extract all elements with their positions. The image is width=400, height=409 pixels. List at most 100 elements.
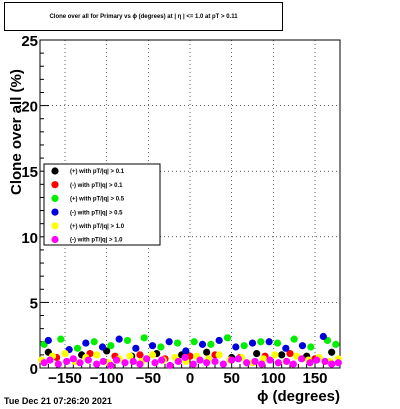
data-point bbox=[234, 355, 242, 363]
data-point bbox=[143, 355, 151, 363]
data-point bbox=[328, 360, 336, 368]
y-tick-label: 0 bbox=[30, 361, 38, 378]
data-point bbox=[196, 356, 204, 364]
data-point bbox=[215, 351, 223, 359]
data-point bbox=[165, 338, 173, 346]
data-point bbox=[157, 343, 165, 351]
data-point bbox=[282, 344, 290, 352]
data-point bbox=[215, 336, 223, 345]
data-point bbox=[286, 349, 294, 358]
data-point bbox=[126, 352, 134, 360]
data-point bbox=[278, 351, 286, 359]
legend-label: (-) with pT/|q| > 1.0 bbox=[70, 238, 123, 244]
data-point bbox=[69, 355, 77, 363]
data-point bbox=[151, 359, 159, 367]
data-point bbox=[107, 342, 115, 350]
x-tick-label: −50 bbox=[136, 370, 161, 387]
data-point bbox=[93, 351, 101, 359]
y-tick-label: 20 bbox=[21, 99, 38, 116]
legend-label: (+) with pT/|q| > 1.0 bbox=[70, 224, 125, 230]
data-point bbox=[115, 335, 123, 343]
data-point bbox=[189, 360, 197, 368]
data-point bbox=[123, 336, 132, 345]
legend-marker bbox=[51, 235, 59, 244]
data-point bbox=[93, 360, 101, 368]
data-point bbox=[129, 357, 137, 366]
legend-label: (-) with pT/|q| > 0.1 bbox=[70, 183, 123, 189]
chart-title: Clone over all for Primary vs ϕ (degrees… bbox=[49, 13, 238, 20]
data-point bbox=[107, 361, 115, 369]
data-point bbox=[298, 355, 306, 363]
data-point bbox=[283, 357, 291, 366]
x-tick-label: 0 bbox=[186, 370, 194, 387]
data-point bbox=[240, 342, 248, 350]
y-tick-label: 25 bbox=[21, 33, 38, 50]
data-point bbox=[321, 357, 329, 366]
chart-title-box: Clone over all for Primary vs ϕ (degrees… bbox=[4, 2, 283, 31]
data-point bbox=[290, 335, 298, 343]
legend-label: (-) with pT/|q| > 0.5 bbox=[70, 210, 123, 216]
data-point bbox=[266, 356, 274, 364]
data-point bbox=[223, 334, 232, 342]
data-point bbox=[257, 338, 265, 346]
legend-marker bbox=[51, 194, 59, 202]
x-tick-label: 50 bbox=[223, 370, 240, 387]
data-points bbox=[38, 332, 342, 369]
data-point bbox=[61, 349, 69, 358]
data-point bbox=[298, 342, 307, 350]
data-point bbox=[274, 359, 282, 367]
data-point bbox=[73, 344, 82, 352]
x-tick-label: −150 bbox=[48, 370, 82, 387]
legend-label: (+) with pT/|q| > 0.1 bbox=[70, 169, 125, 175]
x-tick-label: −100 bbox=[90, 370, 124, 387]
y-tick-label: 15 bbox=[21, 164, 38, 181]
x-tick-label: 150 bbox=[302, 370, 327, 387]
data-point bbox=[99, 357, 107, 366]
legend: (+) with pT/|q| > 0.1 (-) with pT/|q| > 0… bbox=[43, 163, 161, 246]
data-point bbox=[166, 361, 174, 369]
data-point bbox=[173, 339, 182, 347]
legend-marker bbox=[51, 181, 59, 189]
data-point bbox=[328, 348, 336, 356]
legend-box bbox=[43, 163, 161, 246]
y-axis-label: Clone over all (%) bbox=[8, 69, 25, 195]
data-point bbox=[132, 344, 140, 352]
data-point bbox=[148, 351, 157, 359]
data-point bbox=[334, 359, 342, 367]
x-axis-label: ϕ (degrees) bbox=[257, 388, 340, 405]
data-point bbox=[332, 340, 340, 348]
data-point bbox=[219, 360, 227, 368]
axis-tick-labels: −150 −100 −50 0 50 100 150 0 5 10 15 20 25 bbox=[21, 33, 327, 387]
data-point bbox=[251, 357, 259, 366]
data-point bbox=[190, 338, 198, 346]
data-point bbox=[232, 343, 240, 351]
y-tick-label: 5 bbox=[30, 295, 38, 312]
data-point bbox=[198, 340, 207, 348]
legend-marker bbox=[51, 167, 59, 175]
data-point bbox=[271, 351, 279, 359]
x-tick-label: 100 bbox=[261, 370, 286, 387]
data-point bbox=[113, 356, 121, 364]
data-point bbox=[228, 356, 236, 364]
legend-marker bbox=[51, 208, 59, 216]
data-point bbox=[207, 340, 215, 348]
data-point bbox=[76, 359, 84, 367]
data-point bbox=[273, 339, 282, 347]
data-point bbox=[140, 334, 148, 342]
data-point bbox=[158, 356, 166, 364]
data-point bbox=[307, 343, 315, 351]
data-point bbox=[136, 360, 144, 368]
data-point bbox=[211, 357, 219, 366]
data-point bbox=[174, 357, 182, 366]
data-point bbox=[63, 357, 71, 366]
data-point bbox=[182, 347, 190, 355]
data-point bbox=[148, 342, 157, 350]
data-point bbox=[84, 356, 92, 364]
data-point bbox=[243, 359, 251, 367]
y-tick-label: 10 bbox=[21, 230, 38, 247]
data-point bbox=[98, 343, 107, 351]
data-point bbox=[82, 339, 90, 347]
legend-marker bbox=[51, 222, 59, 230]
data-point bbox=[306, 359, 314, 367]
